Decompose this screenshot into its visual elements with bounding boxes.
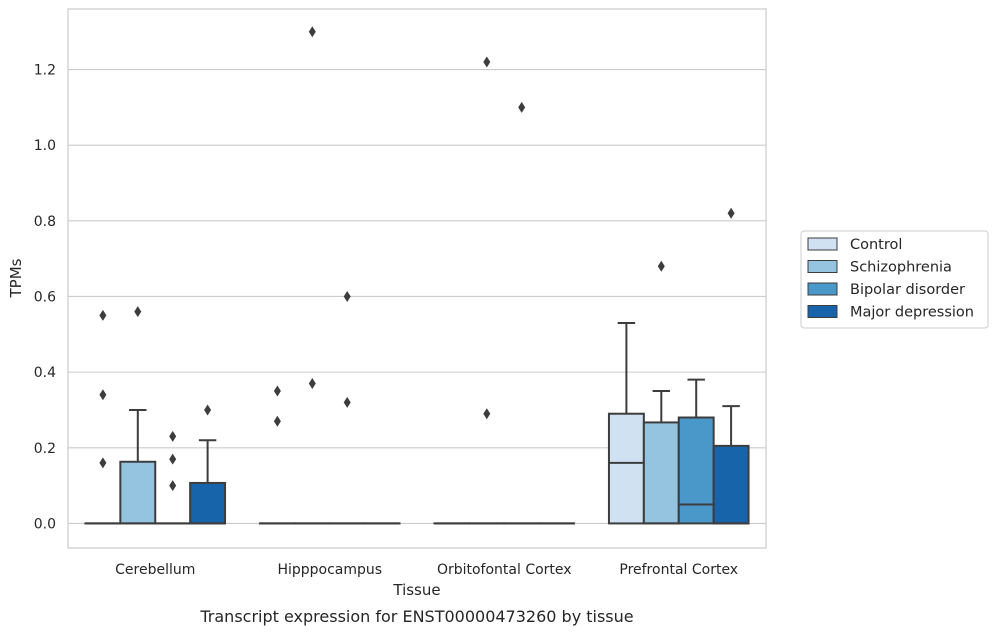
outlier-point [99, 309, 107, 321]
outlier-point [273, 385, 281, 397]
legend-swatch [807, 237, 838, 251]
outlier-point [273, 415, 281, 427]
y-tick-label: 0.2 [34, 441, 56, 457]
outlier-point [308, 377, 316, 389]
outlier-point [99, 389, 107, 401]
legend-swatch [807, 282, 838, 296]
box [712, 444, 750, 525]
outlier-point [483, 56, 491, 68]
y-tick-label: 0.6 [34, 289, 56, 305]
y-tick-labels: 0.0 0.2 0.4 0.6 0.8 1.0 1.2 [34, 63, 56, 533]
plot-frame [67, 8, 767, 549]
legend-label: Major depression [850, 305, 974, 321]
box-series-group [84, 26, 750, 525]
box [607, 412, 645, 525]
outlier-point [204, 404, 212, 416]
x-tick-label: Orbitofontal Cortex [437, 562, 572, 578]
legend-swatch [807, 305, 838, 318]
outlier-point [308, 26, 316, 38]
x-tick-labels: Cerebellum Hipppocampus Orbitofontal Corte… [115, 562, 738, 578]
outlier-point [518, 101, 526, 113]
y-tick-label: 0.0 [34, 516, 56, 532]
series-control [84, 309, 645, 525]
series-major-depression [189, 207, 750, 525]
legend-label: Schizophrenia [850, 260, 952, 276]
outlier-point [169, 480, 177, 492]
y-tick-label: 1.0 [34, 138, 56, 154]
legend-swatch [807, 260, 838, 273]
outlier-point [169, 453, 177, 465]
legend-frame [800, 230, 989, 329]
legend-label: Bipolar disorder [850, 282, 965, 298]
y-tick-label: 0.8 [34, 214, 56, 230]
x-tick-label: Cerebellum [115, 562, 195, 578]
outlier-point [343, 290, 351, 302]
box [119, 460, 157, 525]
y-tick-label: 1.2 [34, 63, 56, 79]
outlier-point [99, 457, 107, 469]
box [642, 421, 680, 525]
outlier-point [657, 260, 665, 272]
outlier-point [343, 396, 351, 408]
box [189, 481, 227, 525]
x-tick-label: Prefrontal Cortex [619, 562, 738, 578]
outlier-point [169, 430, 177, 442]
legend-label: Control [850, 237, 902, 253]
outlier-point [727, 207, 735, 219]
legend: Control Schizophrenia Bipolar disorder Majo… [800, 230, 989, 329]
y-axis-label: TPMs [7, 258, 25, 298]
outlier-point [134, 306, 142, 318]
figure-caption: Transcript expression for ENST0000047326… [199, 607, 633, 626]
box [677, 416, 715, 525]
x-axis-label: Tissue [392, 581, 440, 599]
y-tick-label: 0.4 [34, 365, 56, 381]
x-tick-label: Hipppocampus [277, 562, 382, 578]
series-bipolar-disorder [154, 101, 715, 525]
outlier-point [483, 408, 491, 420]
